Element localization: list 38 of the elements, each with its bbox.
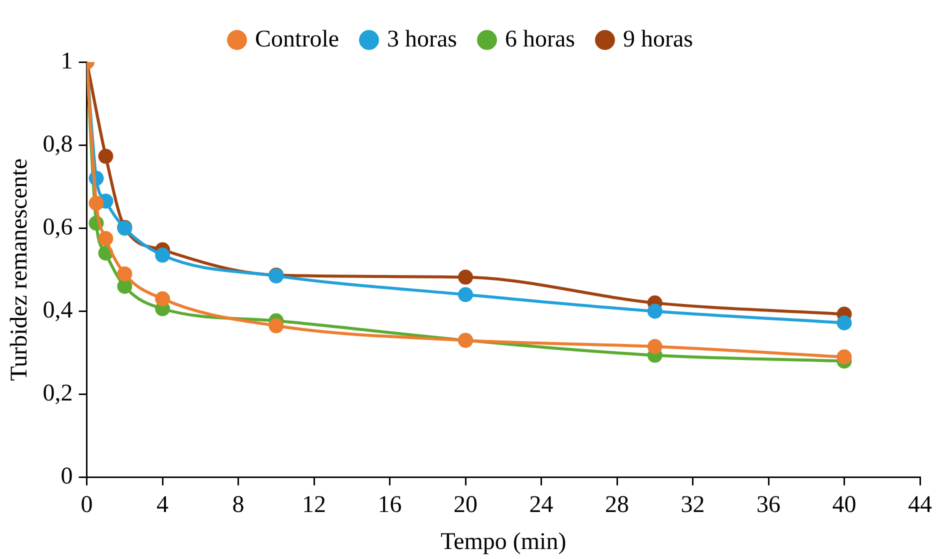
point [836,349,852,364]
x-tick-label: 28 [605,492,630,518]
legend-label: 6 horas [505,26,575,52]
point [836,315,852,330]
legend-label: 3 horas [387,26,457,52]
point [98,148,114,164]
x-tick-label: 44 [908,492,932,518]
y-tick-label: 0,6 [42,214,73,240]
y-tick-label: 0 [60,464,73,490]
x-tick-label: 16 [378,492,402,518]
point [647,304,662,319]
y-axis-title: Turbidez remanescente [6,158,33,381]
point [88,196,104,211]
x-tick-label: 32 [680,492,705,518]
x-axis-title: Tempo (min) [440,528,566,555]
y-tick-label: 1 [60,48,73,74]
legend-label: Controle [255,26,340,52]
point [458,270,474,285]
x-tick-label: 20 [454,492,478,518]
y-tick-label: 0,2 [42,380,73,407]
x-tick-label: 4 [156,492,169,518]
point [647,339,662,354]
point [458,287,474,302]
x-tick-label: 12 [302,492,326,518]
point [117,266,132,282]
x-tick-label: 8 [232,492,244,518]
legend-label: 9 horas [622,26,693,52]
point [98,231,114,246]
point [117,278,132,294]
point [268,318,284,334]
y-tick-label: 0,4 [42,298,73,324]
x-tick-label: 36 [756,492,781,518]
y-tick-label: 0,8 [42,131,73,158]
x-tick-label: 24 [529,492,554,518]
x-tick-label: 0 [80,492,93,518]
point [155,248,170,263]
point [155,291,170,306]
x-tick-label: 40 [832,492,856,518]
